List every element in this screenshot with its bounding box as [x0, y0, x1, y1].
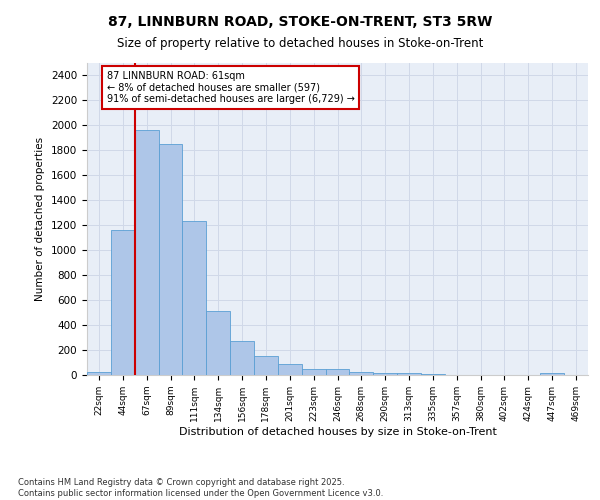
Bar	[349, 372, 373, 375]
Bar	[87, 372, 111, 375]
X-axis label: Distribution of detached houses by size in Stoke-on-Trent: Distribution of detached houses by size …	[179, 426, 496, 436]
Bar	[373, 372, 397, 375]
Bar	[135, 130, 158, 375]
Text: Contains HM Land Registry data © Crown copyright and database right 2025.
Contai: Contains HM Land Registry data © Crown c…	[18, 478, 383, 498]
Bar	[302, 369, 326, 375]
Bar	[421, 374, 445, 375]
Text: Size of property relative to detached houses in Stoke-on-Trent: Size of property relative to detached ho…	[117, 38, 483, 51]
Bar	[158, 144, 182, 375]
Bar	[540, 373, 564, 375]
Bar	[397, 373, 421, 375]
Bar	[111, 230, 135, 375]
Bar	[230, 341, 254, 375]
Y-axis label: Number of detached properties: Number of detached properties	[35, 136, 46, 301]
Bar	[182, 221, 206, 375]
Text: 87, LINNBURN ROAD, STOKE-ON-TRENT, ST3 5RW: 87, LINNBURN ROAD, STOKE-ON-TRENT, ST3 5…	[108, 15, 492, 29]
Text: 87 LINNBURN ROAD: 61sqm
← 8% of detached houses are smaller (597)
91% of semi-de: 87 LINNBURN ROAD: 61sqm ← 8% of detached…	[107, 71, 355, 104]
Bar	[206, 310, 230, 375]
Bar	[254, 356, 278, 375]
Bar	[326, 370, 349, 375]
Bar	[278, 364, 302, 375]
